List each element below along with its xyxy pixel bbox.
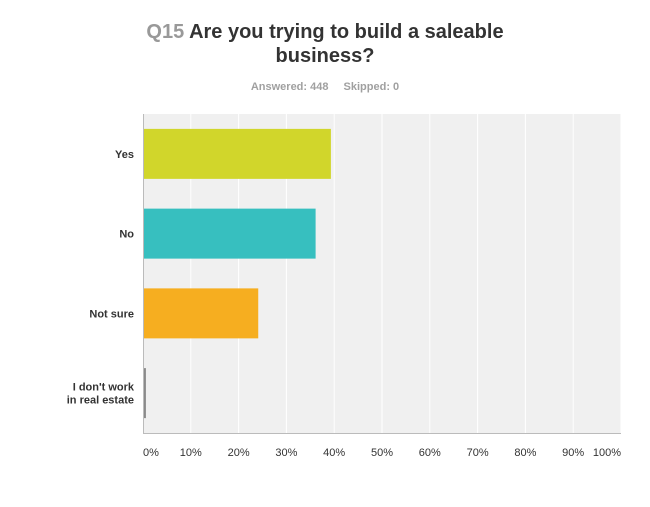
bar bbox=[144, 128, 331, 179]
x-tick-label: 100% bbox=[593, 447, 621, 459]
category-label: I don't work in real estate bbox=[67, 382, 135, 407]
question-title-line1: Are you trying to build a saleable bbox=[189, 21, 504, 43]
question-title-line2: business? bbox=[275, 45, 375, 67]
x-tick-label: 90% bbox=[562, 447, 584, 459]
x-tick-label: 0% bbox=[143, 447, 159, 459]
category-label: Not sure bbox=[89, 308, 134, 320]
bar bbox=[144, 288, 259, 339]
skipped-count: Skipped: 0 bbox=[343, 81, 400, 93]
x-tick-label: 70% bbox=[467, 447, 489, 459]
x-tick-label: 80% bbox=[514, 447, 536, 459]
chart-title: Q15 Are you trying to build a saleable b… bbox=[0, 20, 650, 68]
category-label: No bbox=[119, 229, 134, 241]
bar bbox=[144, 208, 316, 259]
x-tick-label: 10% bbox=[180, 447, 202, 459]
x-tick-label: 50% bbox=[371, 447, 393, 459]
x-tick-label: 40% bbox=[323, 447, 345, 459]
response-stats: Answered: 448 Skipped: 0 bbox=[0, 81, 650, 93]
question-number: Q15 bbox=[146, 21, 185, 43]
answered-count: Answered: 448 bbox=[250, 81, 329, 93]
bar bbox=[144, 368, 146, 419]
x-tick-label: 20% bbox=[228, 447, 250, 459]
x-tick-label: 60% bbox=[419, 447, 441, 459]
x-tick-label: 30% bbox=[275, 447, 297, 459]
category-label: Yes bbox=[115, 149, 134, 161]
